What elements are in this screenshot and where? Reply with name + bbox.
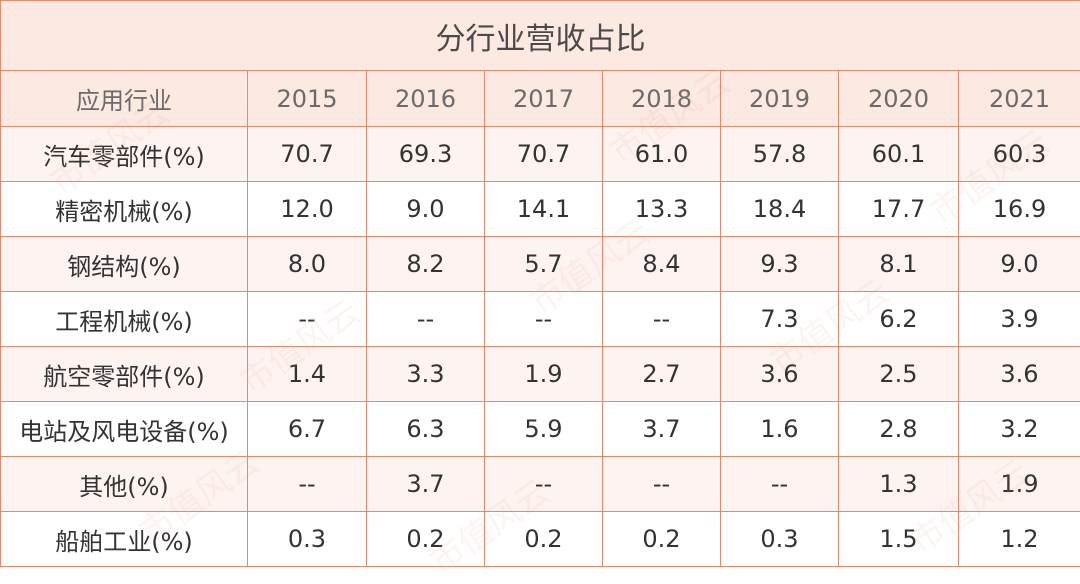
value-cell: 70.7 <box>248 127 367 182</box>
value-cell: 3.7 <box>603 402 721 457</box>
title-row: 分行业营收占比 <box>1 1 1080 71</box>
value-cell: 2.8 <box>839 402 959 457</box>
value-cell: 18.4 <box>721 182 839 237</box>
value-cell: 9.0 <box>367 182 485 237</box>
value-cell: 5.7 <box>485 237 603 292</box>
value-cell: 7.3 <box>721 292 839 347</box>
value-cell: 69.3 <box>367 127 485 182</box>
row-label: 汽车零部件(%) <box>1 127 248 182</box>
header-row: 应用行业 2015 2016 2017 2018 2019 2020 2021 <box>1 71 1080 127</box>
value-cell: 8.1 <box>839 237 959 292</box>
value-cell: 6.2 <box>839 292 959 347</box>
value-cell: 12.0 <box>248 182 367 237</box>
value-cell: 2.5 <box>839 347 959 402</box>
value-cell: 1.3 <box>839 457 959 512</box>
value-cell: 1.4 <box>248 347 367 402</box>
value-cell: 6.3 <box>367 402 485 457</box>
value-cell: -- <box>485 457 603 512</box>
row-label: 航空零部件(%) <box>1 347 248 402</box>
row-label: 船舶工业(%) <box>1 512 248 567</box>
header-cell-2021: 2021 <box>959 71 1080 127</box>
value-cell: 0.2 <box>603 512 721 567</box>
value-cell: 3.6 <box>721 347 839 402</box>
value-cell: 0.3 <box>248 512 367 567</box>
header-cell-2016: 2016 <box>367 71 485 127</box>
value-cell: 3.3 <box>367 347 485 402</box>
value-cell: 5.9 <box>485 402 603 457</box>
page: 分行业营收占比 应用行业 2015 2016 2017 2018 2019 20… <box>0 0 1080 568</box>
value-cell: 60.1 <box>839 127 959 182</box>
value-cell: -- <box>603 292 721 347</box>
value-cell: 70.7 <box>485 127 603 182</box>
value-cell: 16.9 <box>959 182 1080 237</box>
value-cell: -- <box>248 292 367 347</box>
value-cell: 9.3 <box>721 237 839 292</box>
value-cell: 8.4 <box>603 237 721 292</box>
value-cell: 2.7 <box>603 347 721 402</box>
header-cell-2015: 2015 <box>248 71 367 127</box>
revenue-share-table: 分行业营收占比 应用行业 2015 2016 2017 2018 2019 20… <box>0 0 1080 567</box>
value-cell: 3.2 <box>959 402 1080 457</box>
value-cell: 1.6 <box>721 402 839 457</box>
value-cell: 1.2 <box>959 512 1080 567</box>
value-cell: 0.3 <box>721 512 839 567</box>
value-cell: 1.5 <box>839 512 959 567</box>
value-cell: 0.2 <box>367 512 485 567</box>
value-cell: -- <box>248 457 367 512</box>
header-cell-2018: 2018 <box>603 71 721 127</box>
value-cell: 61.0 <box>603 127 721 182</box>
value-cell: -- <box>485 292 603 347</box>
row-label: 工程机械(%) <box>1 292 248 347</box>
value-cell: 17.7 <box>839 182 959 237</box>
value-cell: 13.3 <box>603 182 721 237</box>
row-label: 电站及风电设备(%) <box>1 402 248 457</box>
value-cell: 1.9 <box>959 457 1080 512</box>
value-cell: 9.0 <box>959 237 1080 292</box>
header-cell-2019: 2019 <box>721 71 839 127</box>
value-cell: 60.3 <box>959 127 1080 182</box>
value-cell: 8.0 <box>248 237 367 292</box>
header-cell-industry: 应用行业 <box>1 71 248 127</box>
row-label: 其他(%) <box>1 457 248 512</box>
value-cell: 1.9 <box>485 347 603 402</box>
value-cell: 0.2 <box>485 512 603 567</box>
value-cell: -- <box>603 457 721 512</box>
header-cell-2017: 2017 <box>485 71 603 127</box>
value-cell: 3.7 <box>367 457 485 512</box>
value-cell: -- <box>367 292 485 347</box>
header-cell-2020: 2020 <box>839 71 959 127</box>
value-cell: 3.9 <box>959 292 1080 347</box>
value-cell: 57.8 <box>721 127 839 182</box>
row-label: 钢结构(%) <box>1 237 248 292</box>
row-label: 精密机械(%) <box>1 182 248 237</box>
table-title: 分行业营收占比 <box>1 1 1080 71</box>
value-cell: 14.1 <box>485 182 603 237</box>
value-cell: -- <box>721 457 839 512</box>
value-cell: 3.6 <box>959 347 1080 402</box>
value-cell: 6.7 <box>248 402 367 457</box>
value-cell: 8.2 <box>367 237 485 292</box>
